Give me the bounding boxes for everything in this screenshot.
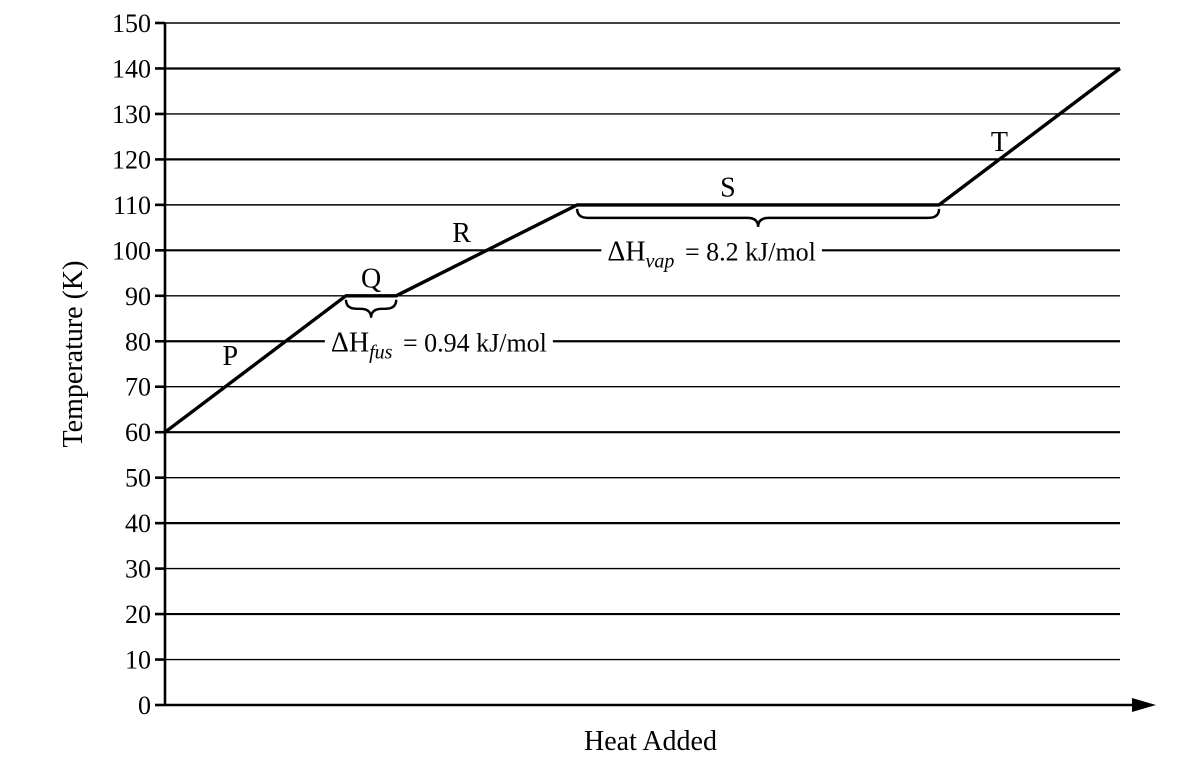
annotation-bg-fus (324, 325, 553, 362)
brace-vap (575, 208, 941, 227)
y-tick-label-70: 70 (125, 373, 151, 402)
annotation-subscript: vap (646, 250, 675, 272)
annotation-value: = 8.2 kJ/mol (678, 237, 815, 266)
annotation-subscript: fus (369, 341, 393, 363)
y-tick-label-20: 20 (125, 600, 151, 629)
y-tick-label-110: 110 (113, 191, 151, 220)
heating-curve (163, 67, 1122, 434)
x-axis-arrowhead (1132, 698, 1156, 712)
y-tick-label-130: 130 (112, 100, 151, 129)
annotation-bg-vap (601, 234, 822, 271)
annotation-symbol: ΔH (607, 236, 645, 267)
y-axis-title: Temperature (K) (58, 261, 89, 448)
y-tick-label-60: 60 (125, 418, 151, 447)
y-tick-label-120: 120 (112, 145, 151, 174)
annotation-symbol: ΔH (331, 327, 369, 358)
y-tick-label-30: 30 (125, 555, 151, 584)
brace-fus (344, 299, 398, 318)
series-line-0 (163, 67, 1122, 434)
segment-label-t: T (991, 127, 1008, 158)
axes (163, 23, 1156, 712)
annotation-vap: ΔHvap = 8.2 kJ/mol (607, 236, 816, 272)
y-tick-label-100: 100 (112, 236, 151, 265)
y-tick-label-10: 10 (125, 646, 151, 675)
y-tick-label-140: 140 (112, 54, 151, 83)
y-tick-label-40: 40 (125, 509, 151, 538)
y-tick-label-150: 150 (112, 9, 151, 38)
segment-label-r: R (452, 218, 471, 249)
y-tick-labels: 0 10 20 30 40 50 60 70 80 90 100 110 120 130 140 150 (112, 9, 165, 720)
annotation-fus: ΔHfus = 0.94 kJ/mol (331, 327, 547, 363)
annotation-value: = 0.94 kJ/mol (396, 328, 546, 357)
y-tick-label-90: 90 (125, 282, 151, 311)
segment-label-q: Q (361, 264, 381, 295)
segment-label-s: S (720, 173, 736, 204)
y-tick-label-50: 50 (125, 464, 151, 493)
segment-labels: P Q R S T (223, 127, 1008, 372)
y-tick-label-80: 80 (125, 327, 151, 356)
gridlines (165, 22, 1120, 661)
segment-label-p: P (223, 341, 239, 372)
x-axis-title: Heat Added (584, 726, 717, 757)
y-tick-label-0: 0 (138, 691, 151, 720)
